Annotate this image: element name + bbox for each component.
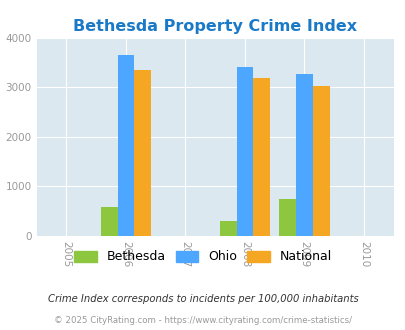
Bar (134, 70, 151, 236)
Title: Bethesda Property Crime Index: Bethesda Property Crime Index (73, 19, 356, 34)
Bar (253, 78, 269, 236)
Legend: Bethesda, Ohio, National: Bethesda, Ohio, National (71, 248, 334, 266)
Bar (279, 199, 295, 236)
Bar (312, 86, 329, 236)
Bar (117, 55, 134, 236)
Bar (100, 207, 117, 236)
Bar (220, 221, 236, 236)
Bar (236, 67, 253, 236)
Text: © 2025 CityRating.com - https://www.cityrating.com/crime-statistics/: © 2025 CityRating.com - https://www.city… (54, 316, 351, 325)
Bar (295, 74, 312, 236)
Text: Crime Index corresponds to incidents per 100,000 inhabitants: Crime Index corresponds to incidents per… (47, 294, 358, 304)
